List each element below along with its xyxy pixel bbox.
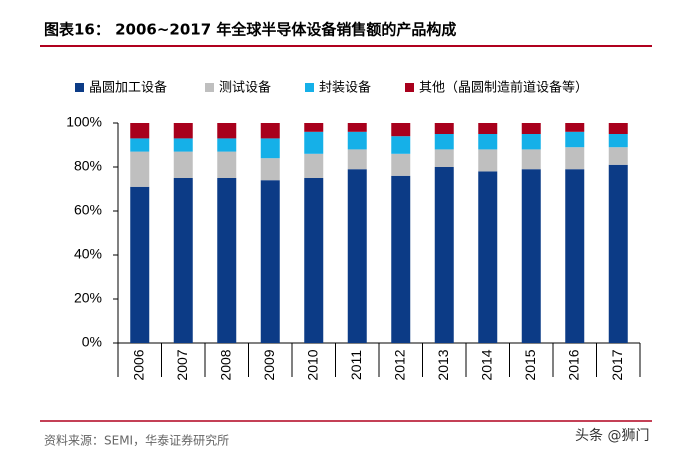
bar-segment [304, 153, 324, 178]
bar-segment [478, 171, 498, 343]
watermark: 头条 @狮门 [575, 427, 649, 444]
bar-segment [608, 134, 628, 148]
bar-segment [130, 186, 150, 343]
bar-segment [304, 131, 324, 154]
bar-segment [260, 123, 280, 139]
y-tick-label: 60% [74, 202, 102, 218]
bar-segment [608, 123, 628, 134]
bar-segment [260, 180, 280, 343]
bar-segment [565, 123, 585, 132]
bar-segment [608, 147, 628, 165]
bar-segment [130, 151, 150, 187]
bar-segment [521, 169, 541, 343]
legend-swatch [305, 83, 314, 92]
bar-segment [521, 134, 541, 150]
bar-segment [130, 123, 150, 139]
x-tick-label: 2014 [478, 349, 494, 380]
y-tick-label: 40% [74, 246, 102, 262]
bar-segment [173, 123, 193, 139]
x-tick-label: 2009 [261, 349, 277, 380]
x-tick-label: 2012 [391, 349, 407, 380]
source: 资料来源：SEMI，华泰证券研究所 [44, 433, 229, 448]
bar-segment [478, 123, 498, 134]
bar-segment [434, 167, 454, 343]
bar-segment [217, 151, 237, 178]
bar-segment [391, 175, 411, 343]
bar-segment [217, 178, 237, 343]
bar-segment [565, 147, 585, 170]
x-tick-label: 2011 [348, 350, 364, 380]
y-tick-label: 20% [74, 290, 102, 306]
x-tick-label: 2006 [130, 349, 146, 380]
x-tick-label: 2013 [435, 349, 451, 380]
y-tick-label: 100% [66, 114, 102, 130]
bar-segment [217, 123, 237, 139]
bar-segment [478, 149, 498, 172]
bar-segment [434, 123, 454, 134]
bar-segment [521, 149, 541, 170]
bar-segment [434, 149, 454, 167]
y-tick-label: 0% [82, 334, 102, 350]
x-tick-label: 2017 [609, 349, 625, 380]
x-tick-label: 2016 [565, 349, 581, 380]
legend-swatch [405, 83, 414, 92]
bar-segment [434, 134, 454, 150]
bar-segment [347, 169, 367, 343]
bar-segment [260, 158, 280, 181]
bar-segment [130, 138, 150, 152]
bar-segment [391, 136, 411, 154]
x-tick-label: 2008 [217, 349, 233, 380]
bar-segment [304, 178, 324, 343]
bar-segment [304, 123, 324, 132]
legend-label: 其他（晶圆制造前道设备等） [419, 80, 588, 96]
legend-label: 晶圆加工设备 [89, 80, 167, 96]
x-tick-label: 2010 [304, 349, 320, 380]
bar-segment [521, 123, 541, 134]
bar-segment [173, 151, 193, 178]
bar-segment [608, 164, 628, 343]
bar-segment [217, 138, 237, 152]
bar-segment [347, 131, 367, 150]
x-tick-label: 2007 [174, 349, 190, 380]
legend-swatch [205, 83, 214, 92]
bar-segment [565, 131, 585, 148]
bar-segment [478, 134, 498, 150]
bar-segment [173, 138, 193, 152]
bar-segment [347, 149, 367, 170]
bar-segment [391, 123, 411, 137]
bar-segment [347, 123, 367, 132]
legend-label: 封装设备 [319, 80, 371, 96]
legend-label: 测试设备 [219, 80, 271, 96]
y-tick-label: 80% [74, 158, 102, 174]
bar-segment [391, 153, 411, 176]
bar-segment [260, 138, 280, 159]
bar-segment [565, 169, 585, 343]
chart-title: 图表16： 2006~2017 年全球半导体设备销售额的产品构成 [44, 21, 456, 39]
legend-swatch [75, 83, 84, 92]
x-tick-label: 2015 [522, 349, 538, 380]
bar-segment [173, 178, 193, 343]
